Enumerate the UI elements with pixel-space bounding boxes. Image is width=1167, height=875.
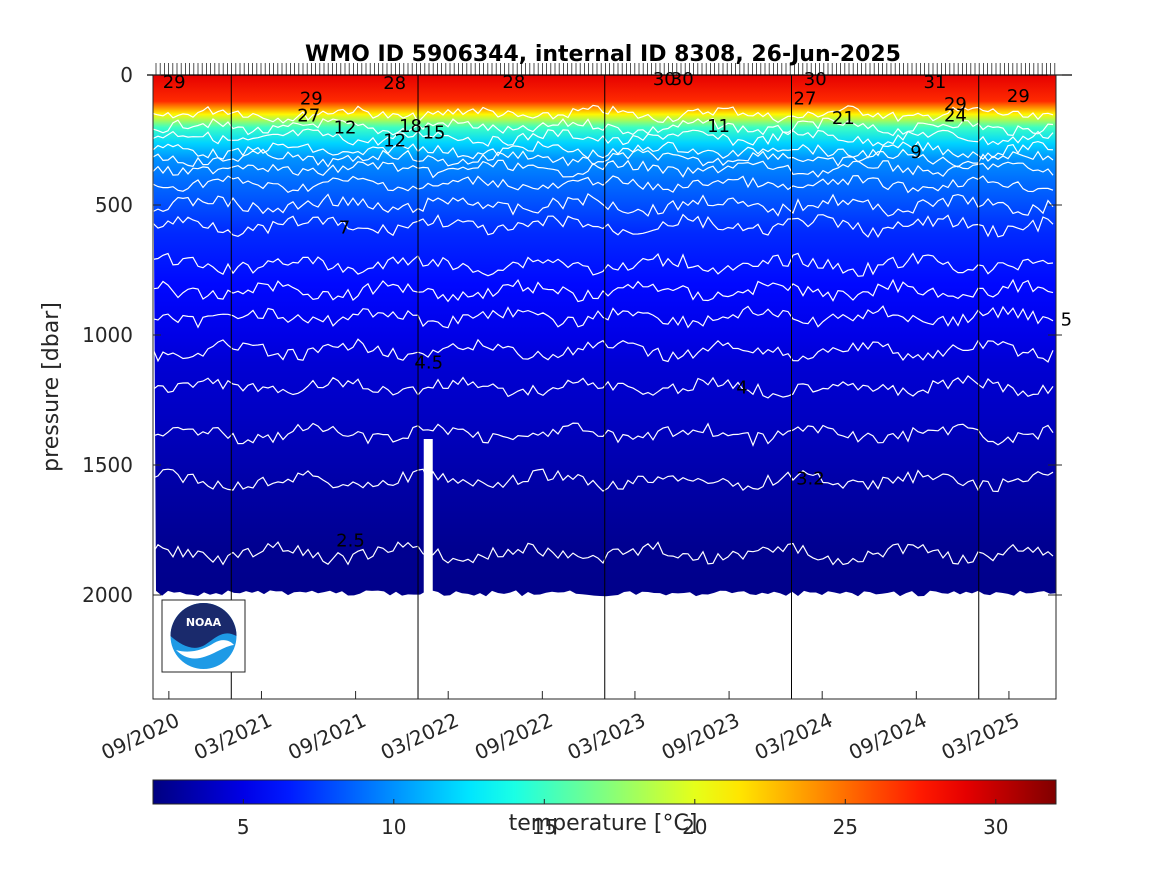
contour-label: 9 xyxy=(910,142,921,163)
x-tick-label: 03/2025 xyxy=(938,708,1023,765)
x-tick-label: 03/2022 xyxy=(377,708,462,765)
contour-label: 30 xyxy=(671,69,694,90)
svg-text:NOAA: NOAA xyxy=(186,616,222,629)
contour-label: 29 xyxy=(944,94,967,115)
x-tick-label: 09/2021 xyxy=(284,708,369,765)
x-tick-label: 03/2024 xyxy=(751,708,836,765)
contour-label: 28 xyxy=(502,72,525,93)
contour-label: 18 xyxy=(399,116,422,137)
y-tick-label: 2000 xyxy=(82,583,133,607)
y-tick-label: 1000 xyxy=(82,323,133,347)
contour-line xyxy=(152,128,1054,147)
y-axis-ticks: 0 500 1000 1500 2000 xyxy=(82,63,1062,607)
x-axis-ticks: 09/2020 03/2021 09/2021 03/2022 09/2022 03/20… xyxy=(98,691,1023,765)
contour-line xyxy=(152,338,1054,363)
x-tick-label: 03/2023 xyxy=(564,708,649,765)
colorbar-tick-label: 20 xyxy=(682,815,707,839)
contour-label: 12 xyxy=(383,130,406,151)
contour-line xyxy=(152,252,1054,277)
contour-label: 5 xyxy=(1061,310,1072,331)
colorbar-tick-label: 10 xyxy=(381,815,406,839)
contour-label: 4.5 xyxy=(414,353,443,374)
contour-line xyxy=(152,104,1054,124)
contour-label: 29 xyxy=(1007,86,1030,107)
colorbar-tick-label: 5 xyxy=(237,815,250,839)
colorbar-tick-label: 25 xyxy=(833,815,858,839)
contour-label: 15 xyxy=(423,123,446,144)
y-tick-label: 500 xyxy=(95,193,133,217)
contour-label: 24 xyxy=(944,106,967,127)
contour-label: 21 xyxy=(832,108,855,129)
y-tick-label: 0 xyxy=(120,63,133,87)
colorbar-tick-label: 15 xyxy=(532,815,557,839)
contour-line xyxy=(152,148,1054,168)
contour-line xyxy=(152,192,1054,217)
contour-label: 27 xyxy=(297,106,320,127)
contour-line xyxy=(152,117,1054,137)
contour-line xyxy=(152,278,1054,303)
colorbar-fill xyxy=(152,779,1057,805)
contour-label: 12 xyxy=(334,117,357,138)
x-tick-label: 09/2023 xyxy=(658,708,743,765)
contour-label: 29 xyxy=(163,72,186,93)
contour-line xyxy=(152,422,1054,447)
contour-line xyxy=(152,213,1054,238)
contour-line xyxy=(152,375,1054,399)
x-tick-label: 09/2020 xyxy=(98,708,183,765)
contour-label: 29 xyxy=(300,89,323,110)
noaa-logo: NOAA xyxy=(161,599,246,673)
contour-label: 31 xyxy=(923,72,946,93)
chart-title: WMO ID 5906344, internal ID 8308, 26-Jun… xyxy=(305,42,901,67)
colorbar-ticks: 5 10 15 20 25 30 xyxy=(237,799,1009,839)
year-dividers xyxy=(230,75,980,699)
contour-line xyxy=(152,140,1054,160)
contour-label: 4 xyxy=(736,377,747,398)
x-tick-label: 03/2021 xyxy=(190,708,275,765)
contour-label: 3.2 xyxy=(796,468,825,489)
contour-label: 11 xyxy=(707,116,730,137)
x-tick-label: 09/2024 xyxy=(845,708,930,765)
contour-label: 27 xyxy=(794,89,817,110)
contour-line xyxy=(152,305,1054,329)
contour-line xyxy=(152,468,1054,493)
colorbar-label: temperature [°C] xyxy=(509,811,698,836)
profile-tick-marks xyxy=(147,63,1072,76)
colorbar: 5 10 15 20 25 30 temperature [°C] xyxy=(152,779,1057,839)
contour-label: 28 xyxy=(383,73,406,94)
contour-lines xyxy=(152,104,1054,566)
contour-line xyxy=(152,541,1054,566)
contour-label: 7 xyxy=(339,217,350,238)
contour-line xyxy=(152,174,1054,194)
colorbar-tick-label: 30 xyxy=(983,815,1008,839)
data-gap xyxy=(423,439,433,595)
contour-line xyxy=(152,159,1054,179)
y-tick-label: 1500 xyxy=(82,453,133,477)
y-axis-label: pressure [dbar] xyxy=(39,302,64,472)
contour-label: 2.5 xyxy=(336,531,365,552)
x-tick-label: 09/2022 xyxy=(471,708,556,765)
